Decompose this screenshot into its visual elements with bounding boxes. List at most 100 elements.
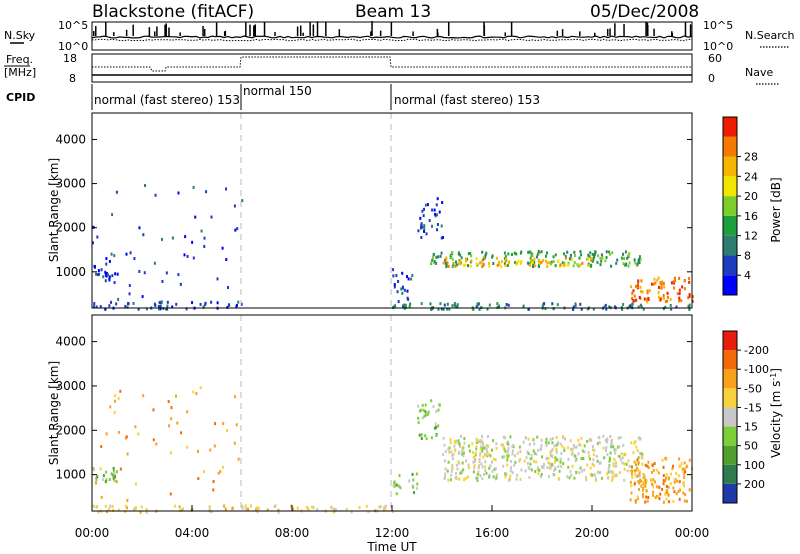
- data-point: [596, 442, 599, 446]
- data-point: [622, 443, 625, 447]
- data-point: [506, 442, 509, 446]
- data-point: [411, 472, 414, 476]
- data-point: [107, 273, 110, 277]
- data-point: [423, 207, 426, 211]
- colorbar-segment: [723, 215, 737, 236]
- data-point: [145, 307, 148, 311]
- data-point: [454, 304, 457, 308]
- data-point: [645, 298, 648, 302]
- data-point: [579, 250, 582, 254]
- data-point: [602, 446, 605, 450]
- data-point: [104, 480, 107, 484]
- data-point: [652, 282, 655, 286]
- data-point: [635, 475, 638, 479]
- colorbar-tick-label: -50: [744, 382, 762, 395]
- data-point: [640, 484, 643, 488]
- data-point: [481, 477, 484, 481]
- data-point: [117, 297, 120, 301]
- data-point: [661, 280, 664, 284]
- data-point: [424, 434, 427, 438]
- data-point: [432, 405, 435, 409]
- data-point: [126, 302, 129, 306]
- colorbar-tick-label: 50: [744, 440, 758, 453]
- data-point: [644, 478, 647, 482]
- data-point: [652, 485, 655, 489]
- nsearch-tick-high: 10^5: [703, 19, 733, 32]
- data-point: [688, 458, 691, 462]
- colorbar-tick-label: 100: [744, 459, 765, 472]
- data-point: [166, 304, 169, 308]
- data-point: [205, 190, 208, 194]
- data-point: [519, 261, 522, 265]
- data-point: [119, 467, 122, 471]
- data-point: [105, 262, 108, 266]
- data-point: [416, 486, 419, 490]
- data-point: [569, 470, 572, 474]
- data-point: [99, 467, 102, 471]
- data-point: [574, 302, 577, 306]
- data-point: [657, 494, 660, 498]
- data-point: [636, 285, 639, 289]
- data-point: [495, 256, 498, 260]
- data-point: [462, 451, 465, 455]
- data-point: [176, 421, 179, 425]
- data-point: [636, 458, 639, 462]
- data-point: [515, 261, 518, 265]
- data-point: [662, 500, 665, 504]
- data-point: [654, 496, 657, 500]
- data-point: [547, 461, 550, 465]
- data-point: [241, 504, 244, 508]
- data-point: [464, 259, 467, 263]
- data-point: [199, 302, 202, 306]
- data-point: [640, 479, 643, 483]
- data-point: [559, 460, 562, 464]
- data-point: [240, 302, 243, 306]
- data-point: [410, 277, 413, 281]
- data-point: [505, 473, 508, 477]
- data-point: [635, 298, 638, 302]
- data-point: [608, 250, 611, 254]
- data-point: [469, 251, 472, 255]
- data-point: [518, 445, 521, 449]
- data-point: [403, 303, 406, 307]
- data-point: [546, 264, 549, 268]
- data-point: [145, 507, 148, 511]
- data-point: [592, 463, 595, 467]
- data-point: [514, 261, 517, 265]
- data-point: [475, 476, 478, 480]
- data-point: [618, 445, 621, 449]
- data-point: [464, 263, 467, 267]
- data-point: [443, 459, 446, 463]
- data-point: [228, 303, 231, 307]
- data-point: [492, 475, 495, 479]
- data-point: [582, 449, 585, 453]
- data-point: [208, 505, 211, 509]
- data-point: [224, 507, 227, 511]
- data-point: [452, 452, 455, 456]
- data-point: [612, 462, 615, 466]
- data-point: [562, 264, 565, 268]
- data-point: [662, 296, 665, 300]
- data-point: [510, 466, 513, 470]
- colorbar-segment: [723, 445, 737, 465]
- data-point: [393, 484, 396, 488]
- data-point: [209, 448, 212, 452]
- data-point: [586, 463, 589, 467]
- data-point: [691, 295, 694, 299]
- data-point: [636, 495, 639, 499]
- data-point: [525, 456, 528, 460]
- data-point: [152, 408, 155, 412]
- data-point: [506, 463, 509, 467]
- data-point: [638, 255, 641, 259]
- data-point: [437, 307, 440, 311]
- data-point: [628, 464, 631, 468]
- data-point: [427, 410, 430, 414]
- time-xlabel: Time UT: [366, 540, 417, 554]
- data-point: [423, 226, 426, 230]
- data-point: [611, 478, 614, 482]
- data-point: [112, 469, 115, 473]
- colorbar-segment: [723, 176, 737, 197]
- data-point: [312, 506, 315, 510]
- data-point: [520, 250, 523, 254]
